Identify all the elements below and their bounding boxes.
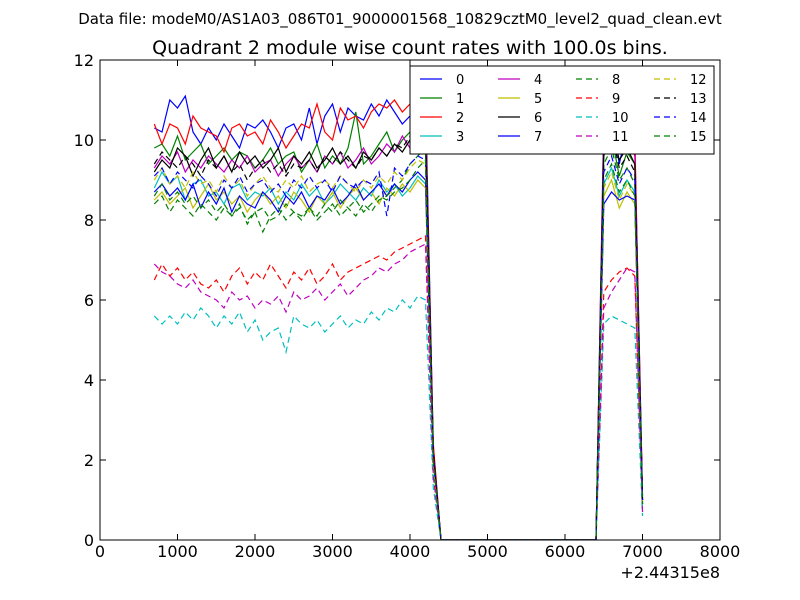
series-line-0	[154, 94, 644, 540]
legend-entry-11: 11	[576, 130, 629, 145]
legend-box	[409, 65, 715, 155]
figure-suptitle: Data file: modeM0/AS1A03_086T01_90000015…	[78, 10, 722, 29]
chart-title: Quadrant 2 module wise count rates with …	[152, 37, 668, 59]
series-line-8	[153, 146, 644, 540]
plot-area: 0 1000 2000 3000 4000 5000 6000 7000 80000246810…	[74, 51, 741, 561]
series-lines	[153, 94, 644, 540]
legend-label: 13	[690, 92, 707, 107]
y-tick-label: 10	[74, 131, 94, 150]
legend-entry-0: 0	[420, 73, 464, 88]
legend-label: 1	[456, 92, 464, 107]
legend-label: 2	[456, 111, 464, 126]
series-line-12	[153, 159, 644, 540]
plot-frame	[99, 59, 721, 541]
y-tick-label: 12	[74, 51, 94, 70]
y-tick-label: 6	[84, 291, 94, 310]
legend-label: 10	[612, 111, 629, 126]
legend-entry-6: 6	[498, 111, 542, 126]
x-tick-label: 0	[95, 542, 105, 561]
legend-entry-13: 13	[654, 92, 707, 107]
x-tick-label: 1000	[157, 542, 198, 561]
series-line-7	[153, 171, 644, 540]
legend-label: 11	[612, 130, 629, 145]
legend-entry-9: 9	[576, 92, 620, 107]
x-tick-label: 3000	[312, 542, 353, 561]
legend-label: 14	[690, 111, 707, 126]
series-line-4	[153, 114, 644, 540]
series-line-6	[153, 126, 644, 540]
legend-entry-4: 4	[498, 73, 542, 88]
legend-label: 6	[534, 111, 542, 126]
legend-entry-3: 3	[420, 130, 464, 145]
series-line-11	[153, 243, 644, 540]
x-tick-label: 4000	[390, 542, 431, 561]
y-tick-label: 4	[84, 371, 94, 390]
legend-label: 0	[456, 73, 464, 88]
legend-entry-5: 5	[498, 92, 542, 107]
legend-entry-7: 7	[498, 130, 542, 145]
legend-entry-10: 10	[576, 111, 629, 126]
series-line-10	[153, 295, 644, 540]
x-tick-label: 6000	[545, 542, 586, 561]
legend-entry-1: 1	[420, 92, 464, 107]
x-axis-offset-label: +2.44315e8	[620, 563, 720, 582]
legend-label: 4	[534, 73, 542, 88]
x-tick-label: 7000	[622, 542, 663, 561]
axis-ticks: 0 1000 2000 3000 4000 5000 6000 7000 80000246810…	[74, 51, 741, 561]
legend-entry-2: 2	[420, 111, 464, 126]
series-line-9	[153, 235, 644, 540]
legend-label: 12	[690, 73, 707, 88]
y-tick-label: 2	[84, 451, 94, 470]
x-tick-label: 2000	[235, 542, 276, 561]
series-line-14	[153, 154, 644, 540]
legend-entry-8: 8	[576, 73, 620, 88]
series-line-13	[153, 123, 644, 540]
legend-label: 9	[612, 92, 620, 107]
legend-entry-15: 15	[654, 130, 707, 145]
legend-label: 7	[534, 130, 542, 145]
legend-label: 3	[456, 130, 464, 145]
series-line-2	[153, 94, 644, 540]
y-tick-label: 0	[84, 531, 94, 550]
legend-entry-12: 12	[654, 73, 707, 88]
legend-label: 5	[534, 92, 542, 107]
legend-entry-14: 14	[654, 111, 707, 126]
x-tick-label: 8000	[700, 542, 741, 561]
legend-label: 15	[690, 130, 707, 145]
series-line-5	[153, 178, 644, 540]
legend-label: 8	[612, 73, 620, 88]
x-tick-label: 5000	[467, 542, 508, 561]
y-tick-label: 8	[84, 211, 94, 230]
